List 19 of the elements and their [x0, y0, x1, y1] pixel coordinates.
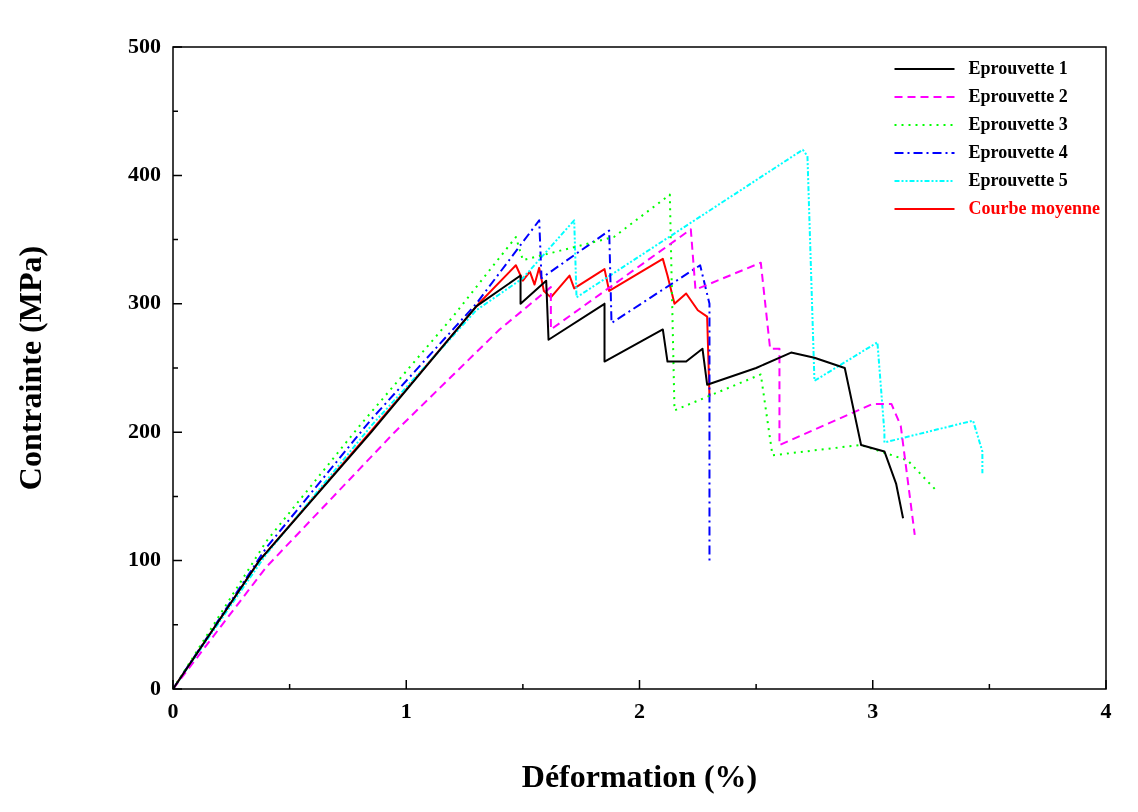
y-tick-label: 0: [150, 674, 161, 700]
legend-label: Eprouvette 2: [968, 85, 1068, 106]
legend-label: Courbe moyenne: [968, 197, 1101, 218]
x-tick-label: 2: [634, 697, 645, 723]
legend-label: Eprouvette 4: [968, 141, 1068, 162]
y-tick-label: 400: [128, 161, 161, 187]
x-tick-label: 1: [400, 697, 412, 723]
y-tick-label: 200: [128, 417, 161, 443]
legend-label: Eprouvette 3: [968, 113, 1068, 134]
y-tick-label: 500: [128, 32, 161, 58]
legend-label: Eprouvette 5: [968, 169, 1068, 190]
y-tick-label: 100: [128, 546, 161, 572]
x-axis-title: Déformation (%): [521, 758, 758, 795]
y-axis-title: Contrainte (MPa): [12, 245, 49, 491]
y-tick-label: 300: [128, 289, 161, 315]
x-tick-label: 0: [167, 697, 179, 723]
legend-label: Eprouvette 1: [968, 57, 1068, 78]
x-tick-label: 4: [1100, 697, 1112, 723]
x-tick-label: 3: [867, 697, 879, 723]
